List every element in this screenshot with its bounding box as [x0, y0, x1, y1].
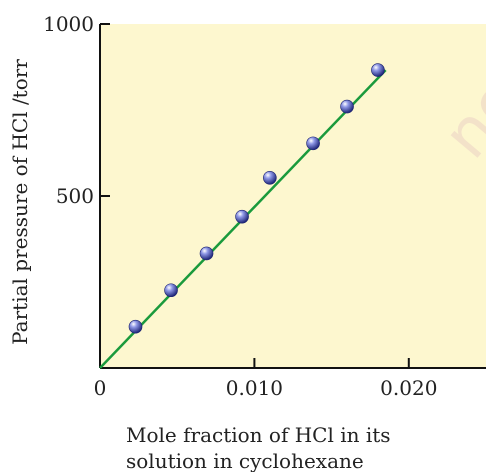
data-point	[164, 283, 178, 298]
x-axis-title-line-1: Mole fraction of HCl in its	[126, 423, 391, 447]
x-tick-label: 0.010	[226, 376, 283, 400]
data-point	[263, 170, 277, 185]
y-tick-label: 500	[56, 184, 94, 208]
data-point	[306, 136, 320, 151]
data-points	[128, 63, 385, 334]
y-axis-title: Partial pressure of HCl /torr	[8, 59, 32, 345]
data-point	[371, 63, 385, 77]
x-axis-title-line-2: solution in cyclohexane	[126, 449, 364, 472]
tick-marks	[100, 23, 410, 368]
plot-background	[100, 24, 486, 368]
data-point	[128, 319, 143, 334]
tick-labels: 0 0.010 0.020 500 1000	[43, 12, 437, 400]
data-point	[199, 246, 214, 261]
data-point	[235, 209, 249, 224]
data-point	[340, 99, 354, 114]
x-tick-label: 0.020	[380, 376, 437, 400]
x-tick-label: 0	[94, 376, 107, 400]
y-tick-label: 1000	[43, 12, 94, 36]
